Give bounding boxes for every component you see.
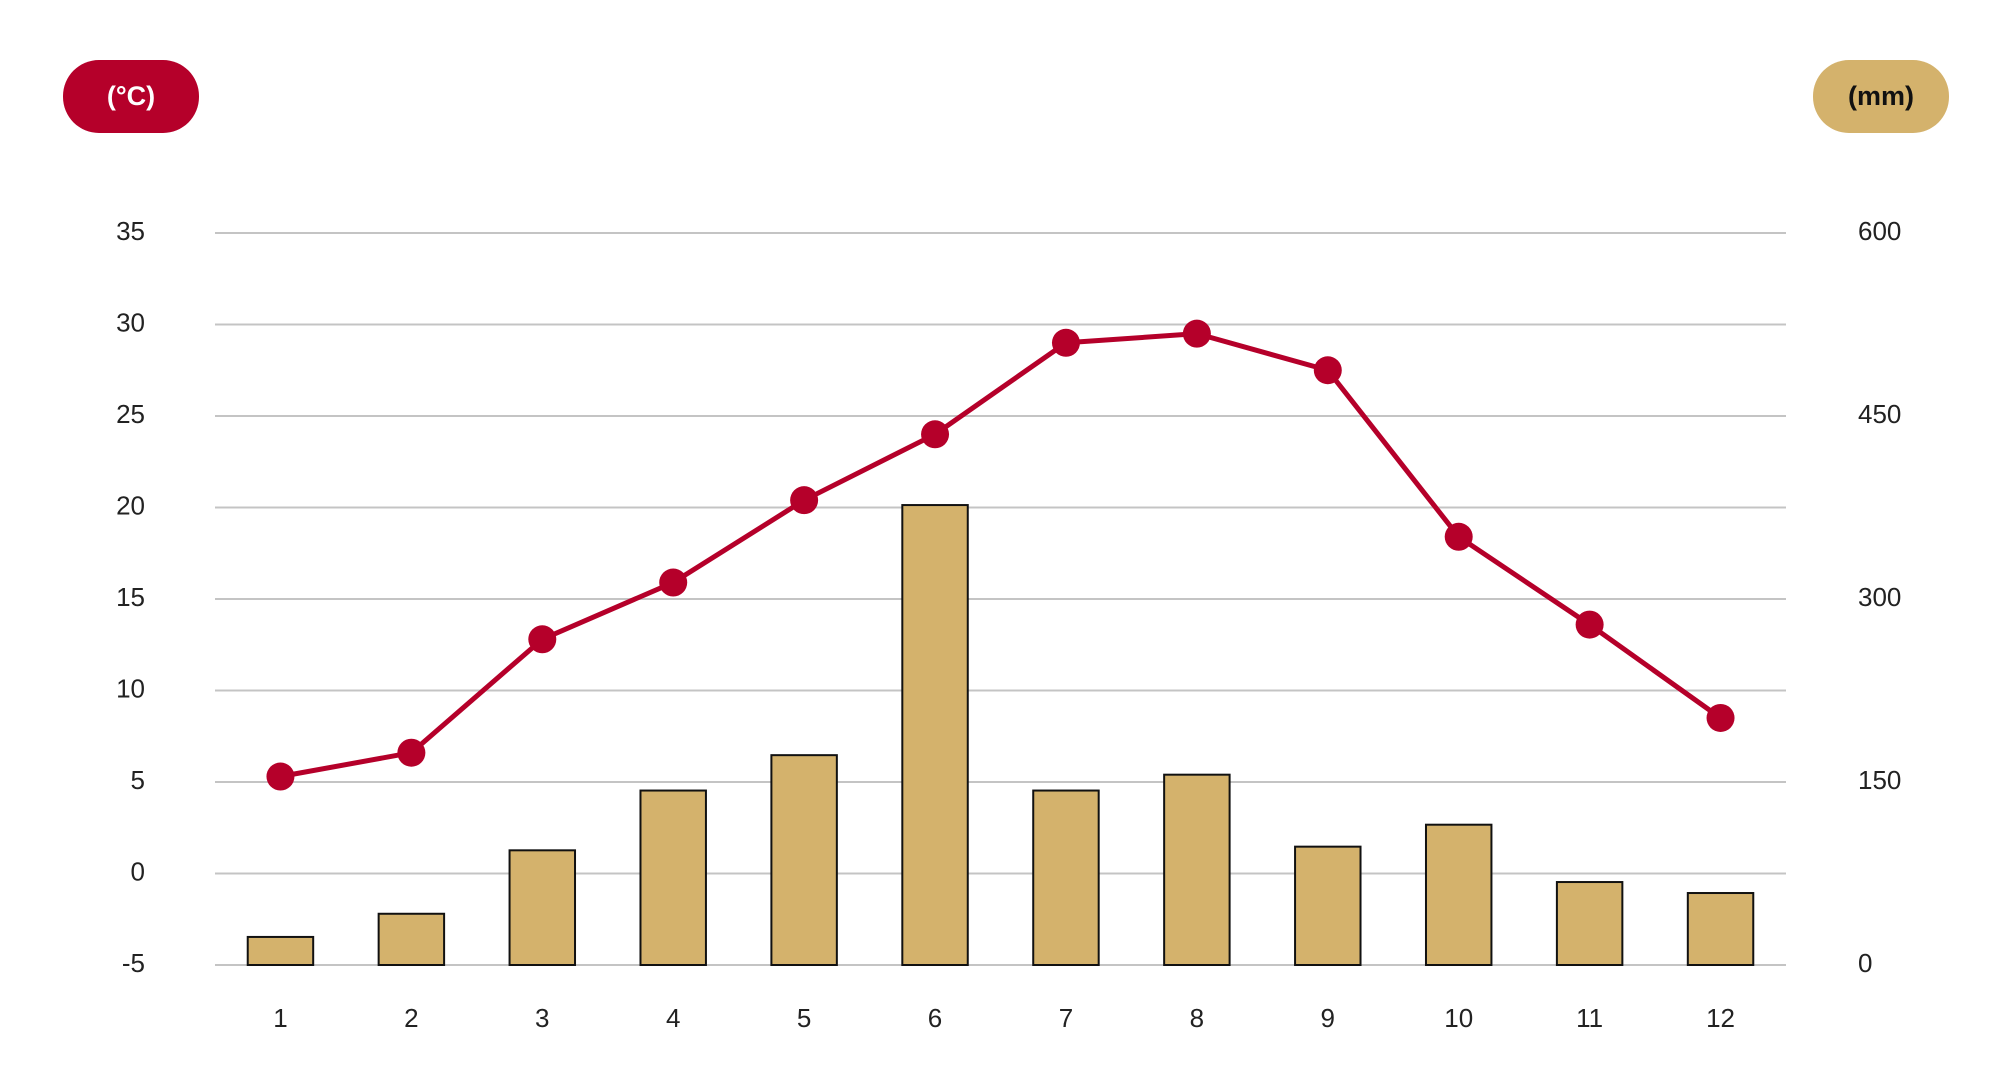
- line-point: [397, 738, 426, 767]
- line-point: [528, 625, 557, 654]
- y-tick-label: -5: [122, 948, 145, 978]
- x-tick-label: 9: [1321, 1003, 1335, 1033]
- bar: [639, 789, 707, 966]
- line-point: [921, 420, 950, 449]
- x-tick-label: 11: [1576, 1003, 1603, 1033]
- bar: [1294, 845, 1362, 966]
- y-label-pill: [63, 60, 199, 133]
- line-point: [1575, 610, 1604, 639]
- x-tick-label: 4: [666, 1003, 680, 1033]
- bar: [1686, 892, 1755, 967]
- bar: [377, 912, 446, 967]
- line-point: [266, 762, 295, 791]
- line-point: [1182, 319, 1211, 348]
- y-tick-label: 5: [131, 765, 145, 795]
- x-tick-label: 7: [1059, 1003, 1073, 1033]
- line-point: [1706, 703, 1735, 732]
- x-tick-label: 3: [535, 1003, 549, 1033]
- line-point: [1051, 328, 1080, 357]
- y-tick-label: 0: [131, 856, 145, 886]
- x-tick-label: 5: [797, 1003, 811, 1033]
- bar: [770, 754, 838, 966]
- x-tick-label: 8: [1190, 1003, 1204, 1033]
- y2-tick-label: 150: [1858, 765, 1901, 795]
- y2-tick-label: 450: [1858, 399, 1901, 429]
- line-point: [1313, 356, 1342, 385]
- line-point: [659, 568, 688, 597]
- line-point: [1444, 522, 1473, 551]
- bar: [1032, 789, 1100, 966]
- x-tick-label: 6: [928, 1003, 942, 1033]
- y-tick-label: 30: [116, 307, 145, 337]
- x-tick-label: 1: [273, 1003, 287, 1033]
- bar: [246, 935, 315, 967]
- y-tick-label: 10: [116, 673, 145, 703]
- x-tick-label: 2: [404, 1003, 418, 1033]
- x-tick-label: 10: [1444, 1003, 1473, 1033]
- y2-tick-label: 0: [1858, 948, 1872, 978]
- x-tick-label: 12: [1706, 1003, 1735, 1033]
- y-tick-label: 35: [116, 216, 145, 246]
- y2-label-pill: [1813, 60, 1949, 133]
- y2-tick-label: 300: [1858, 582, 1901, 612]
- y-tick-label: 20: [116, 490, 145, 520]
- bar: [901, 504, 969, 966]
- bar: [1424, 823, 1493, 967]
- y-axis-label: (°C): [107, 81, 155, 111]
- y2-axis-label: (mm): [1848, 81, 1914, 111]
- line-point: [790, 486, 819, 515]
- y2-tick-label: 600: [1858, 216, 1901, 246]
- bar: [1163, 773, 1231, 966]
- bar: [1555, 881, 1624, 966]
- y-tick-label: 15: [116, 582, 145, 612]
- line: [280, 331, 1722, 779]
- y-tick-label: 25: [116, 399, 145, 429]
- bar: [508, 849, 577, 967]
